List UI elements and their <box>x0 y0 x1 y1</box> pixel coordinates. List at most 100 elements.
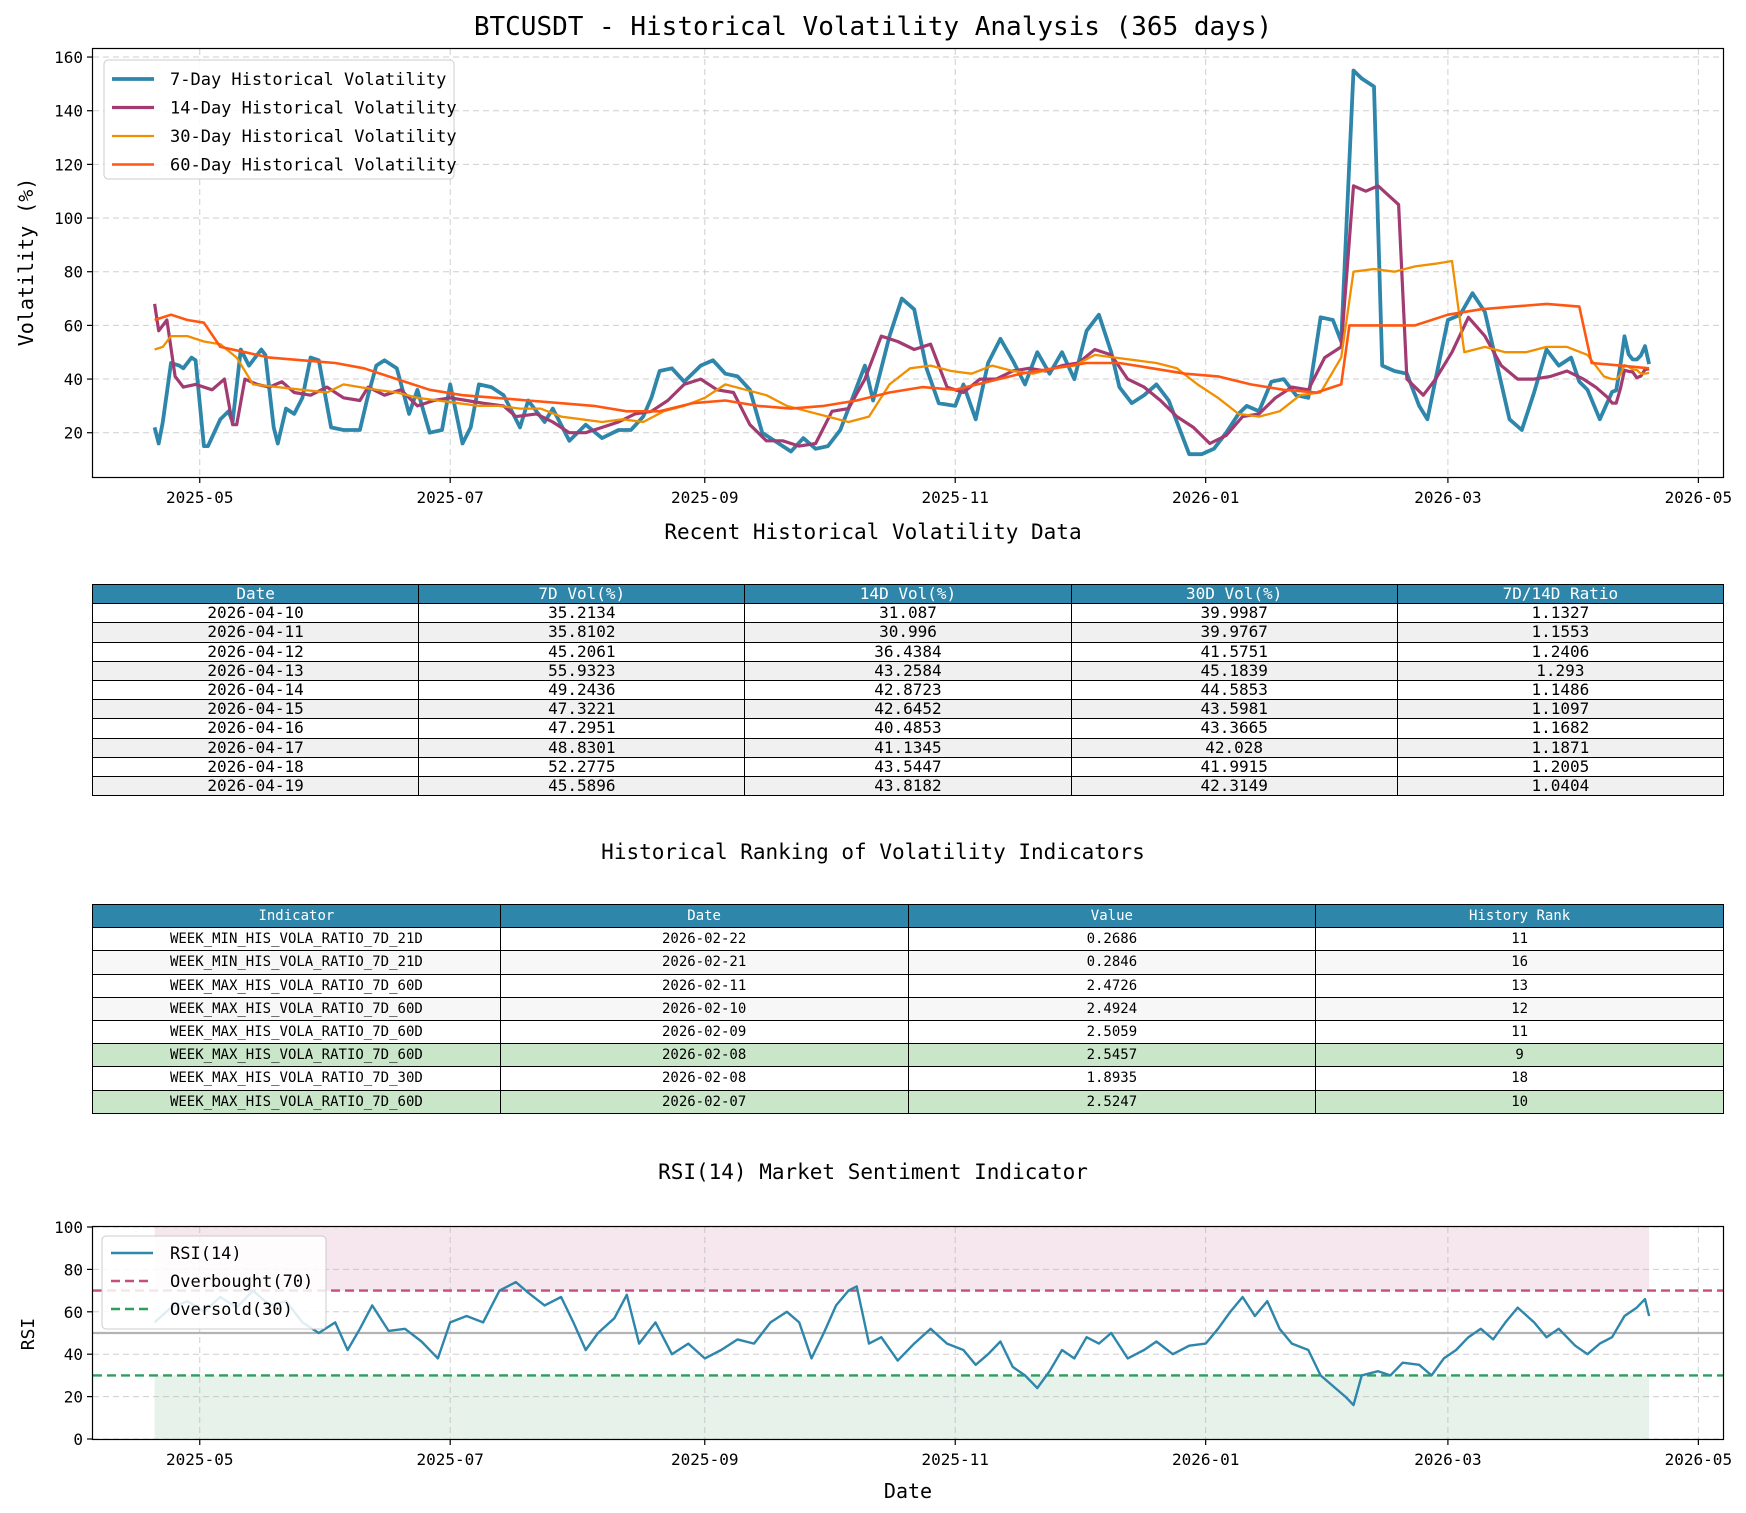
table-cell: 0.2686 <box>907 927 1317 952</box>
rsi-band-0 <box>154 1227 1650 1291</box>
table-row: WEEK_MAX_HIS_VOLA_RATIO_7D_60D 2026-02-10… <box>92 996 1724 1021</box>
rsi-series <box>153 1280 1651 1407</box>
y-tick-label: 0 <box>73 1430 83 1449</box>
rsi-x-ticks: 2025-05 2025-07 2025-09 2025-11 2026-01 2026-… <box>166 1439 1732 1469</box>
table-cell: 35.8102 <box>418 622 746 643</box>
y-tick-label: 60 <box>64 1303 83 1322</box>
recent-volatility-table: Date 7D Vol(%) 14D Vol(%) 30D Vol(%) 7D/14D … <box>91 583 1725 797</box>
volatility-x-ticks: 2025-05 2025-07 2025-09 2025-11 2026-01 2026-… <box>166 477 1732 507</box>
legend-label-rsi: RSI(14) <box>170 1244 242 1264</box>
table-cell: 2026-04-17 <box>91 737 420 758</box>
table-cell: 2026-04-15 <box>91 699 420 720</box>
y-tick-label: 100 <box>54 1218 83 1237</box>
table-cell: 11 <box>1315 927 1724 952</box>
legend-label-vol60: 60-Day Historical Volatility <box>170 156 457 176</box>
y-tick-label: 120 <box>54 155 83 174</box>
legend-label-vol14: 14-Day Historical Volatility <box>170 99 457 119</box>
table-cell: 45.1839 <box>1070 660 1398 681</box>
table-cell: 47.2951 <box>418 718 746 739</box>
table-cell: 1.2406 <box>1396 641 1725 662</box>
y-tick-label: 160 <box>54 48 83 67</box>
y-tick-label: 40 <box>64 370 83 389</box>
y-tick-label: 40 <box>64 1345 83 1364</box>
table-cell: 31.087 <box>744 603 1072 624</box>
table-header-cell: 7D/14D Ratio <box>1396 583 1725 605</box>
table-cell: WEEK_MAX_HIS_VOLA_RATIO_7D_60D <box>92 996 501 1021</box>
table-header-cell: 14D Vol(%) <box>744 583 1072 605</box>
table-cell: WEEK_MAX_HIS_VOLA_RATIO_7D_60D <box>92 1089 501 1114</box>
table-cell: 1.0404 <box>1396 775 1725 797</box>
volatility-ranking-table: Indicator Date Value History Rank WEEK_MIN_… <box>92 903 1724 1114</box>
table-cell: 48.8301 <box>418 737 746 758</box>
table-cell: 2026-04-11 <box>91 622 420 643</box>
table-cell: 2026-02-09 <box>499 1019 909 1045</box>
table-cell: 2.5059 <box>907 1019 1317 1045</box>
volatility-line-chart: 2025-05 2025-07 2025-09 2025-11 2026-01 2026-… <box>14 47 1732 507</box>
table-header-cell: History Rank <box>1315 903 1724 929</box>
table-cell: 43.8182 <box>744 775 1072 797</box>
table-cell: 10 <box>1315 1089 1724 1114</box>
table-cell: 43.2584 <box>744 660 1072 681</box>
table-cell: 49.2436 <box>418 679 746 701</box>
rsi-x-axis-label: Date <box>884 1479 932 1503</box>
table-cell: 42.3149 <box>1070 775 1398 797</box>
volatility-plot-frame <box>91 47 1725 479</box>
table-cell: 1.1871 <box>1396 737 1725 758</box>
x-tick-label: 2025-05 <box>166 1450 233 1469</box>
volatility-y-ticks: 20 40 60 80 100 120 140 160 <box>54 48 93 443</box>
table-row: 2026-04-11 35.8102 30.996 39.9767 1.1553 <box>91 622 1725 643</box>
table-cell: 40.4853 <box>744 718 1072 739</box>
table-cell: WEEK_MAX_HIS_VOLA_RATIO_7D_60D <box>92 1019 501 1045</box>
table-cell: 2026-02-08 <box>499 1043 909 1068</box>
table-row: 2026-04-14 49.2436 42.8723 44.5853 1.1486 <box>91 679 1725 701</box>
table-header-cell: 7D Vol(%) <box>418 583 746 605</box>
table-row: WEEK_MIN_HIS_VOLA_RATIO_7D_21D 2026-02-22… <box>92 927 1724 952</box>
rsi-legend: RSI(14) Overbought(70) Oversold(30) <box>101 1235 327 1330</box>
rsi-y-ticks: 0 20 40 60 80 100 <box>54 1218 93 1449</box>
rsi-chart-title: RSI(14) Market Sentiment Indicator <box>658 1160 1088 1184</box>
y-tick-label: 20 <box>64 424 83 443</box>
x-tick-label: 2026-03 <box>1414 488 1481 507</box>
series-line-vol7 <box>152 68 1651 457</box>
x-tick-label: 2025-11 <box>921 488 988 507</box>
table-cell: 16 <box>1315 950 1724 975</box>
table-cell: 2026-02-08 <box>499 1066 909 1091</box>
table-cell: 12 <box>1315 996 1724 1021</box>
table-cell: 2026-02-10 <box>499 996 909 1021</box>
x-tick-label: 2025-09 <box>671 488 738 507</box>
rsi-plot-frame <box>91 1225 1725 1441</box>
table-cell: 45.5896 <box>418 775 746 797</box>
y-tick-label: 100 <box>54 209 83 228</box>
table-row: 2026-04-10 35.2134 31.087 39.9987 1.1327 <box>91 603 1725 624</box>
series-line-vol60 <box>154 302 1650 413</box>
table-cell: 2026-04-14 <box>91 679 420 701</box>
table-cell: WEEK_MIN_HIS_VOLA_RATIO_7D_21D <box>92 927 501 952</box>
x-tick-label: 2025-07 <box>416 488 483 507</box>
volatility-ranking-table-title: Historical Ranking of Volatility Indicat… <box>601 840 1145 864</box>
table-cell: 0.2846 <box>907 950 1317 975</box>
table-cell: 41.1345 <box>744 737 1072 758</box>
y-tick-label: 140 <box>54 102 83 121</box>
table-cell: 13 <box>1315 973 1724 998</box>
table-cell: 1.1097 <box>1396 699 1725 720</box>
table-row: WEEK_MAX_HIS_VOLA_RATIO_7D_60D 2026-02-08… <box>92 1043 1724 1068</box>
table-cell: 42.6452 <box>744 699 1072 720</box>
table-cell: 18 <box>1315 1066 1724 1091</box>
volatility-legend: 7-Day Historical Volatility 14-Day Histor… <box>103 59 457 180</box>
legend-label-oversold: Oversold(30) <box>170 1300 293 1320</box>
x-tick-label: 2026-03 <box>1414 1450 1481 1469</box>
recent-volatility-table-title: Recent Historical Volatility Data <box>664 520 1082 544</box>
legend-label-vol30: 30-Day Historical Volatility <box>170 127 457 147</box>
table-cell: 2026-02-21 <box>499 950 909 975</box>
y-tick-label: 60 <box>64 316 83 335</box>
table-row: WEEK_MAX_HIS_VOLA_RATIO_7D_60D 2026-02-07… <box>92 1089 1724 1114</box>
volatility-y-axis-label: Volatility (%) <box>14 178 38 347</box>
x-tick-label: 2026-05 <box>1665 1450 1732 1469</box>
volatility-series <box>152 68 1651 457</box>
table-cell: 2.5457 <box>907 1043 1317 1068</box>
rsi-y-axis-label: RSI <box>18 1318 39 1351</box>
table-header-cell: Indicator <box>92 903 501 929</box>
x-tick-label: 2026-01 <box>1172 488 1239 507</box>
table-cell: 43.5447 <box>744 756 1072 777</box>
